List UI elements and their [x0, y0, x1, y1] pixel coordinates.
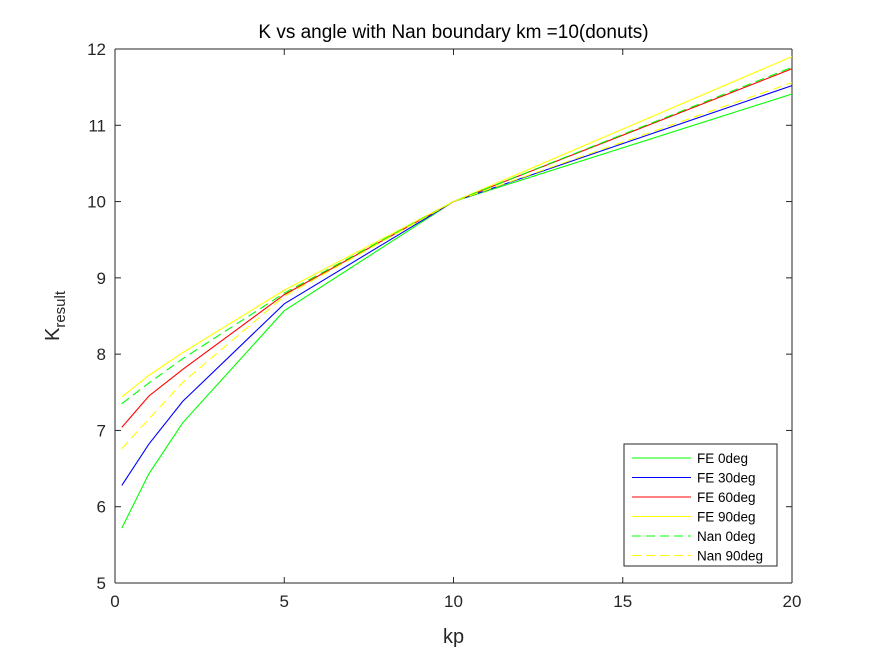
- x-axis-label: kp: [443, 626, 464, 648]
- legend-label: Nan 0deg: [697, 529, 756, 544]
- y-tick-label: 12: [87, 40, 106, 59]
- x-tick-label: 0: [110, 592, 119, 611]
- series-line-nan-0deg: [121, 66, 793, 405]
- x-tick-label: 5: [280, 592, 289, 611]
- legend-label: FE 90deg: [697, 510, 756, 525]
- legend-label: FE 60deg: [697, 490, 756, 505]
- series-lines: [121, 56, 793, 529]
- y-axis-label-main: K: [42, 327, 64, 341]
- chart-title: K vs angle with Nan boundary km =10(donu…: [258, 22, 648, 43]
- y-tick-label: 11: [88, 116, 106, 135]
- y-tick-label: 10: [87, 193, 106, 212]
- legend-label: FE 30deg: [697, 471, 756, 486]
- series-line-nan-90deg: [121, 82, 793, 450]
- legend-box: [623, 443, 778, 567]
- y-axis-label-subscript: result: [52, 290, 69, 328]
- legend-label: Nan 90deg: [697, 549, 763, 564]
- x-tick-label: 15: [613, 592, 632, 611]
- x-tick-label: 10: [444, 592, 463, 611]
- x-tick-label: 20: [783, 592, 802, 611]
- legend: FE 0deg FE 30deg FE 60deg FE 90deg Nan 0deg N…: [623, 443, 778, 567]
- y-tick-label: 5: [97, 574, 106, 593]
- series-line-fe-0deg: [121, 93, 793, 529]
- y-tick-label: 9: [97, 269, 106, 288]
- y-tick-label: 6: [97, 498, 106, 517]
- series-line-fe-90deg: [121, 56, 793, 398]
- y-tick-label: 8: [97, 345, 106, 364]
- legend-label: FE 0deg: [697, 451, 748, 466]
- y-tick-label: 7: [97, 421, 106, 440]
- y-axis-label: Kresult: [42, 290, 69, 341]
